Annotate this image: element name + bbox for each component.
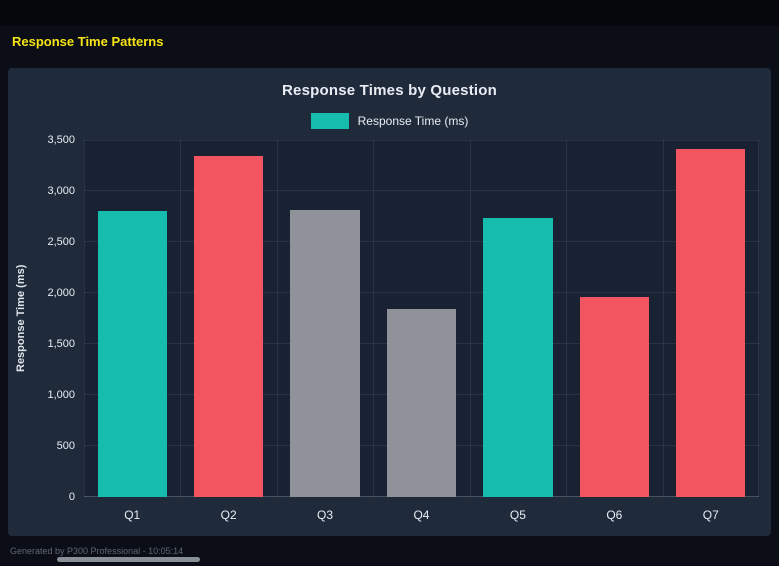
- bar-column-Q6: [566, 140, 662, 497]
- x-tick-label-Q7: Q7: [702, 508, 719, 522]
- plot-wrap: Q1 Q2 Q3 Q4 Q5 Q6 Q7: [84, 140, 759, 533]
- bar-Q5: [483, 218, 553, 497]
- horizontal-scrollbar-thumb[interactable]: [57, 557, 200, 562]
- bar-Q7: [676, 149, 746, 497]
- x-tick-label-Q6: Q6: [606, 508, 623, 522]
- gridline-vertical: [566, 140, 568, 497]
- chart-title: Response Times by Question: [282, 82, 497, 99]
- gridline-vertical: [276, 140, 278, 497]
- bar-Q6: [579, 297, 650, 497]
- x-tick-label-Q4: Q4: [413, 508, 430, 522]
- footer-text: Generated by P300 Professional - 10:05:1…: [10, 546, 184, 556]
- x-tick-label-Q3: Q3: [317, 508, 334, 522]
- bars-container: [84, 140, 759, 497]
- gridline-vertical: [84, 140, 85, 497]
- gridline-vertical: [758, 140, 759, 497]
- bar-column-Q1: [84, 140, 180, 497]
- y-tick-label: 3,500: [47, 134, 75, 146]
- gridline-vertical: [662, 140, 664, 497]
- y-tick-label: 3,000: [47, 185, 75, 197]
- x-axis-labels: Q1 Q2 Q3 Q4 Q5 Q6 Q7: [84, 497, 759, 533]
- y-tick-label: 1,000: [47, 389, 75, 401]
- bar-column-Q5: [470, 140, 566, 497]
- gridline-horizontal: [84, 292, 759, 293]
- top-bar: [0, 0, 779, 26]
- bar-Q1: [97, 211, 167, 497]
- gridline-horizontal: [84, 140, 759, 141]
- bar-column-Q7: [663, 140, 759, 497]
- bar-column-Q4: [373, 140, 469, 497]
- y-tick-label: 2,000: [47, 287, 75, 299]
- bar-column-Q2: [180, 140, 276, 497]
- bar-Q4: [386, 308, 457, 497]
- bar-column-Q3: [277, 140, 373, 497]
- x-tick-label-Q1: Q1: [124, 508, 141, 522]
- legend-swatch: [310, 113, 349, 129]
- y-axis-ticks: 0 500 1,000 1,500 2,000 2,500 3,000 3,500: [34, 134, 84, 503]
- page-title: Response Time Patterns: [12, 34, 164, 49]
- gridline-vertical: [180, 140, 182, 497]
- chart-panel: Response Times by Question Response Time…: [8, 68, 771, 536]
- y-tick-label: 2,500: [47, 236, 75, 248]
- y-tick-label: 1,500: [47, 338, 75, 350]
- plot-area: [84, 140, 759, 497]
- x-tick-label-Q5: Q5: [509, 508, 526, 522]
- legend-label: Response Time (ms): [357, 114, 469, 128]
- y-tick-label: 500: [56, 440, 75, 452]
- bar-Q2: [193, 156, 264, 497]
- gridline-vertical: [373, 140, 375, 497]
- chart-legend: Response Time (ms): [8, 112, 771, 130]
- gridline-horizontal: [84, 241, 759, 242]
- bar-Q3: [290, 210, 360, 497]
- gridline-vertical: [469, 140, 471, 497]
- gridline-horizontal: [84, 190, 759, 191]
- y-tick-label: 0: [68, 491, 75, 503]
- x-tick-label-Q2: Q2: [220, 508, 237, 522]
- chart-body: Response Time (ms) 0 500 1,000 1,500 2,000 2,…: [8, 134, 771, 533]
- y-axis-title: Response Time (ms): [15, 264, 27, 373]
